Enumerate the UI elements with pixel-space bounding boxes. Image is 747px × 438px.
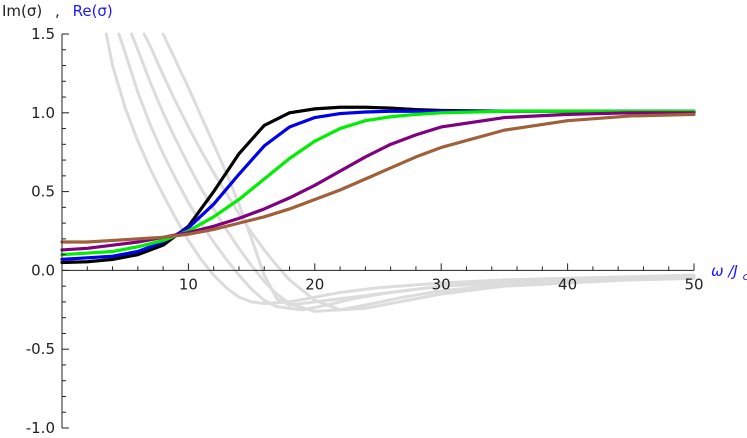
x-tick-label: 10 [179,275,198,293]
axes [61,34,694,428]
y-tick-label: -1.0 [26,419,55,437]
imag-series-5 [161,32,696,307]
y-tick-label: 0.5 [31,183,55,201]
x-axis-title-slash: /J [726,262,737,280]
y-tick-label: 0.0 [31,261,55,279]
x-tick-label: 40 [558,275,577,293]
imag-series-3 [130,32,696,313]
y-tick-label: 1.5 [31,25,55,43]
imag-series-1 [104,32,696,306]
real-series-4 [60,111,696,252]
y-axis-title-im: Im(σ) [2,2,42,20]
ticks: 10 20 30 40 50 1.5 1.0 0.5 0.0 -0.5 -1.0 [26,25,704,437]
real-series-3 [60,109,696,257]
y-axis-title: Im(σ) , Re(σ) [2,2,113,20]
y-axis-title-re: Re(σ) [73,2,113,20]
imag-series-2 [117,32,696,312]
x-tick-label: 20 [305,275,324,293]
real-series-5 [60,112,696,244]
imag-series-4 [142,32,696,312]
x-tick-label: 30 [432,275,451,293]
x-axis-title-sub: c [743,270,747,283]
imag-curves [104,32,696,313]
x-axis-title: ω /J c [711,262,747,283]
real-curves [60,105,696,265]
y-tick-label: -0.5 [26,340,55,358]
x-tick-label: 50 [684,275,703,293]
y-tick-label: 1.0 [31,104,55,122]
x-axis-title-omega: ω [711,262,724,280]
y-axis-title-sep: , [55,2,60,20]
